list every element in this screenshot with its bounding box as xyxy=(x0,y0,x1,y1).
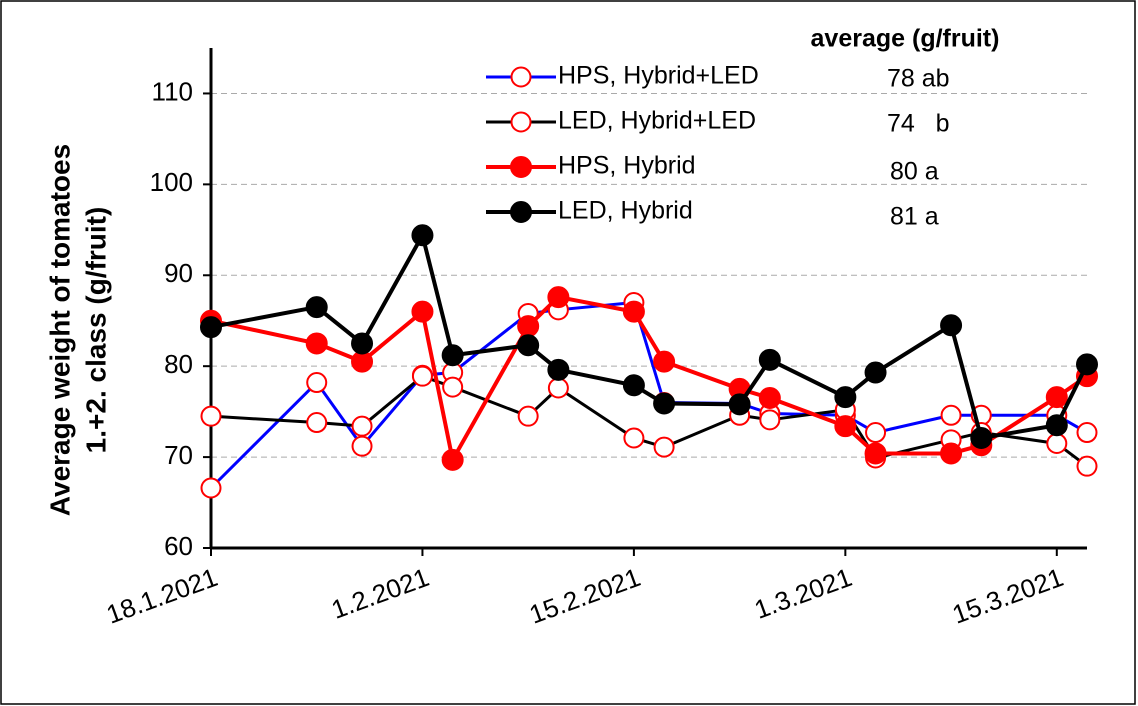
point xyxy=(411,224,434,247)
point xyxy=(442,376,464,398)
y-tick-label: 60 xyxy=(164,531,193,561)
point xyxy=(1076,422,1098,444)
point xyxy=(517,315,540,338)
point xyxy=(865,422,887,444)
y-tick-label: 110 xyxy=(152,76,193,106)
point xyxy=(622,374,645,397)
point xyxy=(411,365,433,387)
point xyxy=(834,386,857,409)
y-tick-label: 80 xyxy=(164,349,193,379)
point xyxy=(306,372,328,394)
point xyxy=(351,435,373,457)
average-label: 81 a xyxy=(890,203,939,231)
point xyxy=(653,436,675,458)
point xyxy=(351,332,374,355)
point xyxy=(622,300,645,323)
legend-marker xyxy=(510,66,532,88)
point xyxy=(517,405,539,427)
y-axis-title: Average weight of tomatoes 1.+2. class (… xyxy=(44,144,111,516)
point xyxy=(759,409,781,431)
point xyxy=(351,415,373,437)
point xyxy=(441,344,464,367)
point xyxy=(305,332,328,355)
point xyxy=(1046,432,1068,454)
legend-label: HPS, Hybrid+LED xyxy=(558,62,759,90)
point xyxy=(864,361,887,384)
legend-label: LED, Hybrid+LED xyxy=(558,107,756,135)
legend-label: LED, Hybrid xyxy=(558,197,693,225)
point xyxy=(864,442,887,465)
point xyxy=(834,415,857,438)
point xyxy=(623,427,645,449)
legend-marker xyxy=(510,111,532,133)
legend-marker xyxy=(510,201,532,223)
y-axis-title-line: 1.+2. class (g/fruit) xyxy=(80,207,111,454)
y-tick-label: 90 xyxy=(164,258,193,288)
point xyxy=(653,392,676,415)
y-tick-label: 100 xyxy=(150,167,193,197)
point xyxy=(653,350,676,373)
point xyxy=(547,377,569,399)
point xyxy=(728,393,751,416)
point xyxy=(1076,455,1098,477)
y-axis-title-line: Average weight of tomatoes xyxy=(44,144,75,516)
series xyxy=(200,224,1098,449)
legend-marker xyxy=(510,156,532,178)
point xyxy=(940,404,962,426)
average-label: 78 ab xyxy=(887,65,950,93)
point xyxy=(306,412,328,434)
point xyxy=(547,358,570,381)
point xyxy=(1045,386,1068,409)
average-label: 74 b xyxy=(887,110,950,138)
point xyxy=(547,286,570,309)
point xyxy=(200,405,222,427)
point xyxy=(305,296,328,319)
point xyxy=(441,448,464,471)
point xyxy=(940,442,963,465)
point xyxy=(1045,414,1068,437)
point xyxy=(1076,353,1098,376)
point xyxy=(411,300,434,323)
legend-label: HPS, Hybrid xyxy=(558,152,696,180)
point xyxy=(940,314,963,337)
point xyxy=(351,350,374,373)
average-label: 80 a xyxy=(890,158,939,186)
average-heading: average (g/fruit) xyxy=(811,25,1000,53)
y-tick-label: 70 xyxy=(164,440,193,470)
point xyxy=(970,427,993,449)
point xyxy=(758,348,781,371)
point xyxy=(517,334,540,357)
point xyxy=(200,477,222,499)
point xyxy=(758,387,781,409)
point xyxy=(200,316,222,339)
